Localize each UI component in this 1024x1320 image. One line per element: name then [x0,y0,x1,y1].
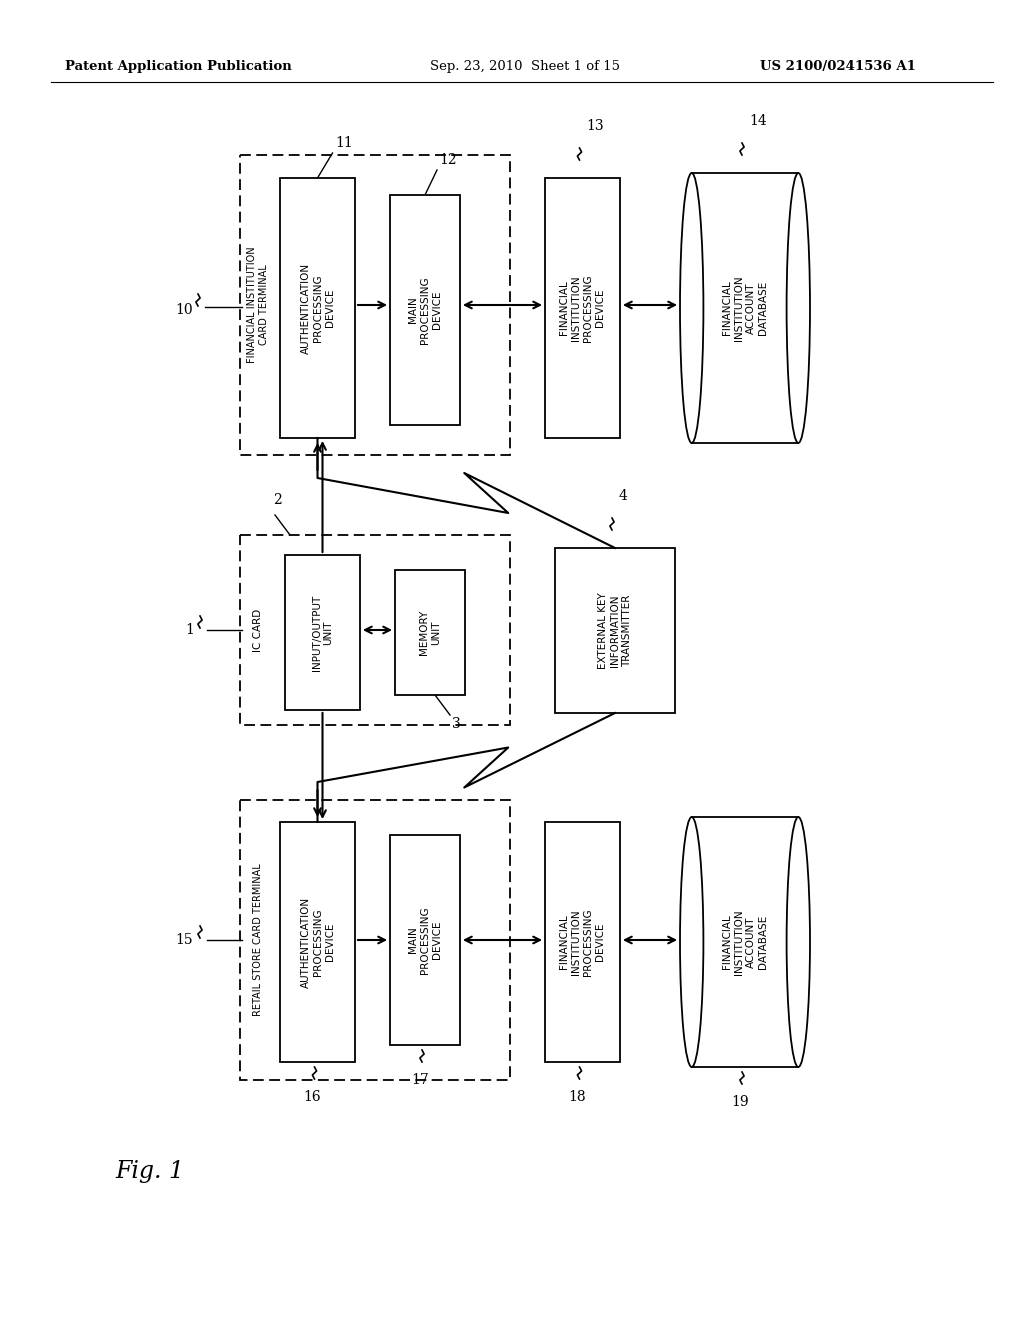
Bar [390,195,460,425]
Bar [280,178,355,438]
Text: Sep. 23, 2010  Sheet 1 of 15: Sep. 23, 2010 Sheet 1 of 15 [430,59,620,73]
Text: Fig. 1: Fig. 1 [115,1160,184,1183]
Bar [395,570,465,696]
Text: 18: 18 [568,1090,587,1104]
Text: 19: 19 [731,1096,749,1109]
Ellipse shape [680,817,703,1067]
Text: AUTHENTICATION
PROCESSING
DEVICE: AUTHENTICATION PROCESSING DEVICE [300,263,335,354]
Text: AUTHENTICATION
PROCESSING
DEVICE: AUTHENTICATION PROCESSING DEVICE [300,896,335,987]
Text: 2: 2 [272,492,282,507]
Text: FINANCIAL
INSTITUTION
PROCESSING
DEVICE: FINANCIAL INSTITUTION PROCESSING DEVICE [559,908,605,975]
Text: MAIN
PROCESSING
DEVICE: MAIN PROCESSING DEVICE [408,907,442,974]
Ellipse shape [680,173,703,444]
Text: MAIN
PROCESSING
DEVICE: MAIN PROCESSING DEVICE [408,276,442,343]
Text: US 2100/0241536 A1: US 2100/0241536 A1 [760,59,915,73]
Text: 4: 4 [618,488,628,503]
Ellipse shape [786,173,810,444]
Text: IC CARD: IC CARD [253,609,263,652]
Bar [545,822,620,1063]
Text: FINANCIAL INSTITUTION
CARD TERMINAL: FINANCIAL INSTITUTION CARD TERMINAL [247,247,268,363]
Bar [545,178,620,438]
Text: EXTERNAL KEY
INFORMATION
TRANSMITTER: EXTERNAL KEY INFORMATION TRANSMITTER [598,593,632,669]
Ellipse shape [786,817,810,1067]
Bar [240,800,510,1080]
Bar [555,548,675,713]
Text: MEMORY
UNIT: MEMORY UNIT [419,610,441,655]
Text: INPUT/OUTPUT
UNIT: INPUT/OUTPUT UNIT [311,594,334,671]
Text: FINANCIAL
INSTITUTION
ACCOUNT
DATABASE: FINANCIAL INSTITUTION ACCOUNT DATABASE [722,909,768,974]
Bar [390,836,460,1045]
Text: 16: 16 [304,1090,322,1104]
Bar [240,154,510,455]
Text: Patent Application Publication: Patent Application Publication [65,59,292,73]
Text: 10: 10 [175,304,193,317]
Text: 11: 11 [336,136,353,150]
Text: 12: 12 [439,153,457,168]
Bar [691,817,799,1067]
Text: 14: 14 [749,114,767,128]
Bar [280,822,355,1063]
Bar [240,535,510,725]
Bar [691,173,799,444]
Text: 1: 1 [185,623,194,638]
Text: FINANCIAL
INSTITUTION
PROCESSING
DEVICE: FINANCIAL INSTITUTION PROCESSING DEVICE [559,275,605,342]
Text: 17: 17 [411,1073,429,1086]
Bar [285,554,360,710]
Text: 13: 13 [587,119,604,133]
Text: 3: 3 [452,717,461,731]
Text: 15: 15 [175,933,193,946]
Text: RETAIL STORE CARD TERMINAL: RETAIL STORE CARD TERMINAL [253,863,263,1016]
Text: FINANCIAL
INSTITUTION
ACCOUNT
DATABASE: FINANCIAL INSTITUTION ACCOUNT DATABASE [722,275,768,341]
